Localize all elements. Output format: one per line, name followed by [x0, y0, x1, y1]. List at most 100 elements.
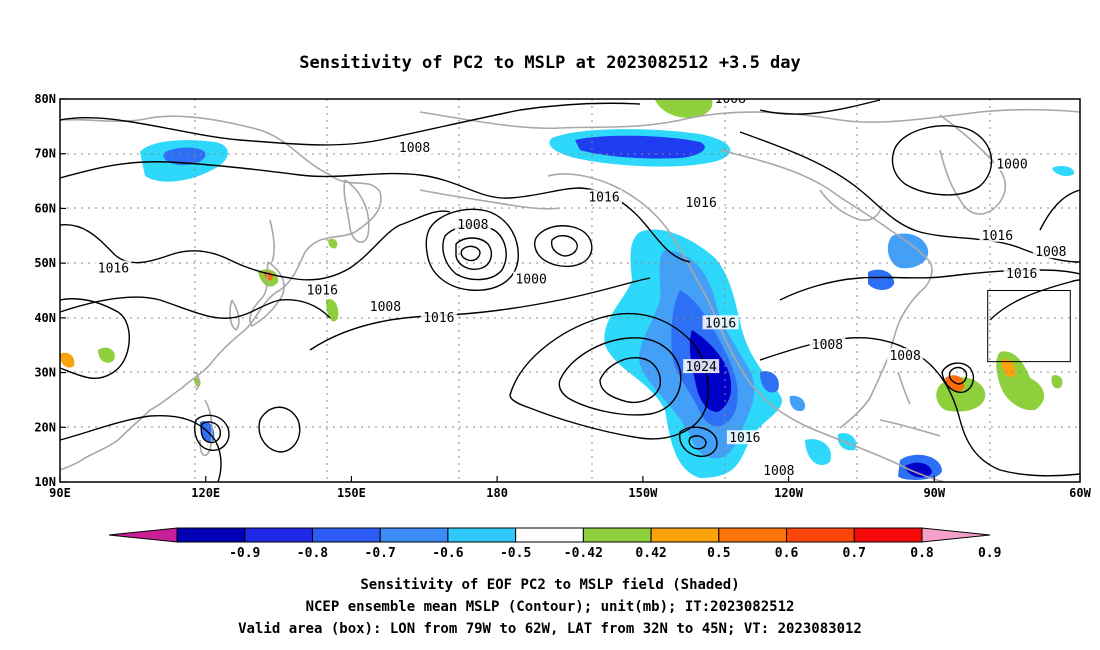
contour-line	[739, 131, 1080, 263]
shade-negative-gulf3	[805, 439, 831, 466]
shade-positive-atlantic3	[1051, 375, 1063, 389]
contour-line	[258, 406, 301, 453]
colorbar-label: 0.7	[843, 546, 866, 561]
contour-label-bg	[420, 309, 457, 324]
shade-negative-gulf4	[837, 433, 857, 451]
colorbar-swatch	[786, 527, 855, 543]
contour-label: 1008	[399, 141, 430, 156]
contour-line	[533, 225, 593, 268]
contour-label-bg	[396, 140, 433, 155]
colorbar-label: 0.6	[775, 546, 799, 561]
shade-positive-india	[60, 352, 75, 368]
contour-label: 1016	[98, 262, 129, 277]
y-tick-label: 20N	[34, 420, 56, 434]
contour-line	[779, 269, 1080, 301]
colorbar-label: -0.9	[229, 546, 260, 561]
contour-line	[60, 414, 222, 482]
y-tick-label: 80N	[34, 92, 56, 106]
contour-line	[941, 362, 975, 393]
coast-florida	[897, 371, 911, 405]
contour-label-bg	[1032, 244, 1069, 259]
colorbar-label: -0.8	[297, 546, 328, 561]
coast-sakhalin	[269, 219, 275, 263]
colorbar-swatch	[582, 527, 652, 543]
x-tick-label: 150E	[337, 486, 366, 500]
chart-title: Sensitivity of PC2 to MSLP at 2023082512…	[299, 53, 801, 73]
colorbar-high-arrow	[921, 527, 991, 543]
coast-arctic	[419, 108, 1080, 130]
colorbar-swatch	[650, 527, 720, 543]
colorbar-label: 0.8	[910, 546, 934, 561]
contour-line	[200, 421, 222, 444]
map-grid	[60, 99, 1080, 482]
x-tick-label: 90W	[923, 486, 945, 500]
y-tick-label: 60N	[34, 201, 56, 215]
shade-negative-canada	[887, 233, 929, 269]
x-tick-label: 180	[486, 486, 508, 500]
colorbar-label: 0.9	[978, 546, 1001, 561]
x-tick-label: 120W	[774, 486, 804, 500]
contour-label-bg	[994, 156, 1030, 171]
contour-line	[599, 357, 661, 404]
contour-line	[60, 210, 451, 281]
contour-line	[60, 161, 691, 263]
shade-negative-carib-core	[905, 462, 932, 478]
contour-label-bg	[712, 99, 749, 105]
colorbar-swatch	[515, 527, 584, 543]
contour-label: 1008	[763, 464, 794, 479]
contour-label: 1008	[1035, 245, 1066, 260]
contour-label-bg	[367, 298, 404, 313]
contour-label: 1016	[982, 229, 1013, 244]
coast-japan	[249, 261, 285, 327]
shade-negative-gulf2	[789, 395, 806, 412]
contour-label-bg	[887, 348, 924, 363]
shade-negative-arctic-core	[575, 135, 705, 159]
contour-label: 1016	[729, 431, 760, 446]
colorbar-label: 0.42	[635, 546, 666, 561]
contour-line	[558, 337, 682, 416]
contour-label-bg	[586, 189, 622, 204]
contour-line	[688, 435, 707, 450]
contour-label: 1008	[812, 338, 843, 353]
contour-label: 1016	[705, 316, 736, 331]
contour-label: 1024	[685, 360, 716, 375]
valid-area-box	[987, 290, 1071, 363]
shade-negative-greenland	[1052, 166, 1075, 176]
contour-label-bg	[683, 359, 720, 374]
contour-label-bg	[454, 216, 491, 231]
coast-aleutians	[419, 189, 561, 210]
caption-line-2: NCEP ensemble mean MSLP (Contour); unit(…	[306, 599, 795, 615]
y-tick-label: 10N	[34, 475, 56, 489]
contour-label: 1008	[715, 92, 746, 107]
contour-line	[455, 237, 493, 270]
contour-line	[460, 245, 481, 262]
contour-line	[759, 99, 881, 115]
contour-label: 1016	[307, 284, 338, 299]
shade-positive-arctic	[655, 100, 713, 118]
shade-negative-canada2	[868, 269, 895, 290]
colorbar-swatch	[244, 527, 313, 543]
colorbar-swatch	[447, 527, 517, 543]
contour-line	[1039, 189, 1080, 231]
colorbar-swatch	[311, 527, 381, 543]
contour-label: 1016	[588, 190, 619, 205]
colorbar-swatch	[176, 527, 246, 543]
contour-label-bg	[702, 315, 739, 330]
colorbar-swatch	[379, 527, 449, 543]
contour-label-bg	[760, 463, 797, 478]
contour-label-bg	[304, 282, 341, 297]
contour-labels: 1008 1008 1000 1016 1016 1008 1000 1016 1016 1008…	[95, 92, 1069, 479]
x-tick-label: 60W	[1069, 486, 1091, 500]
shade-positive-kuril	[328, 238, 338, 249]
x-tick-label: 120E	[191, 486, 220, 500]
y-tick-label: 30N	[34, 366, 56, 380]
contour-label-bg	[1003, 266, 1040, 281]
sensitivity-shading	[60, 100, 1075, 480]
caption-line-1: Sensitivity of EOF PC2 to MSLP field (Sh…	[360, 577, 739, 593]
coast-kamchatka	[343, 179, 370, 243]
contour-line	[60, 298, 130, 379]
contour-line	[679, 426, 718, 457]
colorbar-label: -0.7	[365, 546, 396, 561]
map-plot-area: 1008 1008 1000 1016 1016 1008 1000 1016 1016 1008…	[34, 92, 1091, 500]
coast-cuba	[879, 419, 941, 437]
